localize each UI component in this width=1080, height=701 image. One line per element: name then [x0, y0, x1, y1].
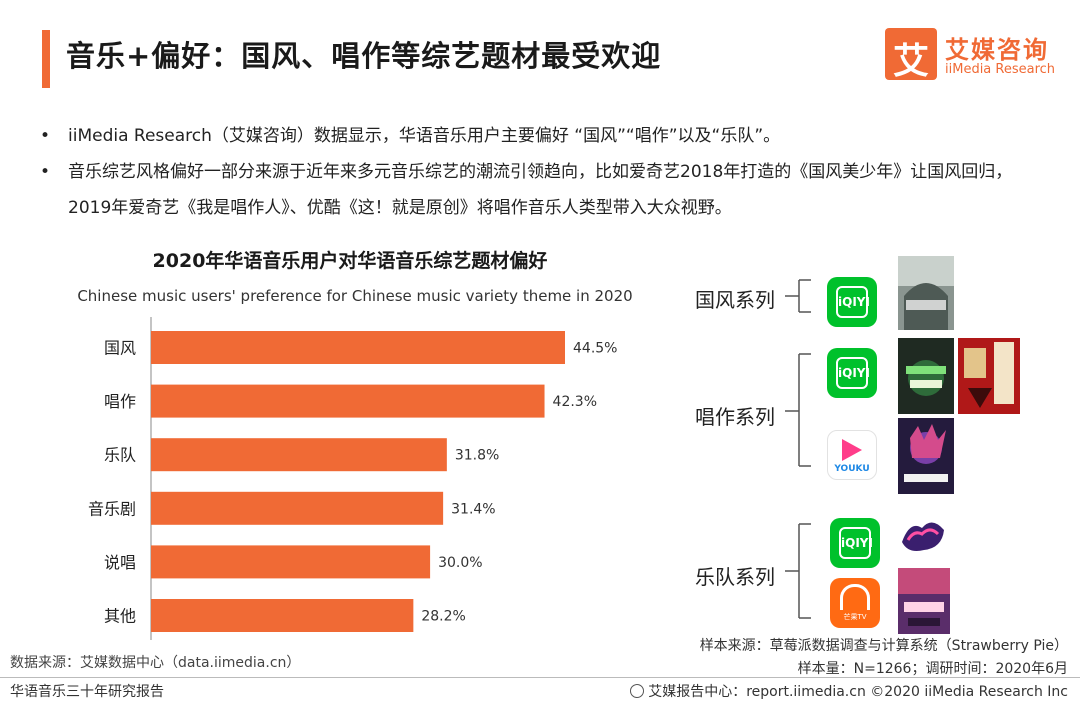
- logo-mark: 艾: [885, 28, 937, 82]
- category-label: 说唱: [104, 553, 136, 572]
- value-label: 28.2%: [421, 609, 465, 625]
- bullet-item: • iiMedia Research（艾媒咨询）数据显示，华语音乐用户主要偏好 “…: [40, 126, 781, 146]
- bar: [151, 491, 444, 525]
- bar: [151, 384, 545, 418]
- bullet-item: • 音乐综艺风格偏好一部分来源于近年来多元音乐综艺的潮流引领趋向，比如爱奇艺201…: [40, 162, 1013, 218]
- category-label: 乐队: [104, 446, 136, 465]
- iqiyi-icon: iQIYI: [827, 277, 877, 327]
- report-name: 华语音乐三十年研究报告: [10, 684, 164, 700]
- category-label: 音乐剧: [88, 499, 136, 518]
- chart-title: 2020年华语音乐用户对华语音乐综艺题材偏好: [152, 250, 548, 272]
- poster-leduide-xiatian: [898, 568, 950, 634]
- logo-en-text: iiMedia Research: [945, 62, 1056, 77]
- poster-guofeng-meishaonian: [898, 256, 954, 330]
- group-label-guofeng: 国风系列: [695, 288, 775, 312]
- bullet-text: 音乐综艺风格偏好一部分来源于近年来多元音乐综艺的潮流引领趋向，比如爱奇艺2018…: [68, 162, 1013, 218]
- category-label: 唱作: [104, 392, 136, 411]
- footer-divider: [0, 677, 1080, 678]
- category-label: 其他: [104, 607, 136, 626]
- title-accent-bar: [42, 30, 50, 88]
- poster-woshi-changzuoren: [898, 338, 954, 414]
- bar-chart: 国风 44.5% 唱作 42.3% 乐队 31.8% 音乐剧 31.4% 说唱 30.0% 其他 28…: [88, 317, 617, 640]
- chart-subtitle: Chinese music users' preference for Chin…: [77, 287, 633, 305]
- iqiyi-icon: iQIYI: [830, 518, 880, 568]
- bar: [151, 331, 565, 364]
- value-label: 44.5%: [573, 341, 617, 357]
- value-label: 31.4%: [451, 501, 495, 517]
- poster-leduide-xiatian-logo: [898, 512, 948, 560]
- youku-icon: YOUKU: [827, 430, 877, 480]
- group-label-changzuo: 唱作系列: [695, 405, 775, 429]
- bar: [151, 438, 447, 472]
- bullet-list: • iiMedia Research（艾媒咨询）数据显示，华语音乐用户主要偏好 “…: [36, 118, 1046, 226]
- poster-changzuo-red: [958, 338, 1020, 414]
- iimedia-logo: 艾 艾媒咨询 iiMedia Research: [885, 28, 1065, 84]
- group-label-yuedui: 乐队系列: [695, 565, 775, 589]
- tree-brackets: [785, 279, 811, 619]
- bar: [151, 599, 414, 632]
- globe-icon: [630, 684, 645, 698]
- iqiyi-icon: iQIYI: [827, 348, 877, 398]
- value-label: 30.0%: [438, 555, 482, 571]
- footer-copyright: 艾媒报告中心：report.iimedia.cn ©2020 iiMedia R…: [630, 681, 1068, 701]
- footer-copyright-text: 艾媒报告中心：report.iimedia.cn ©2020 iiMedia R…: [648, 684, 1068, 700]
- sample-size: 样本量：N=1266；调研时间：2020年6月: [797, 661, 1068, 677]
- logo-cn-text: 艾媒咨询: [945, 36, 1049, 64]
- mgtv-icon: 芒果TV: [830, 578, 880, 628]
- value-label: 42.3%: [553, 394, 597, 410]
- value-label: 31.8%: [455, 448, 499, 464]
- sample-source: 样本来源：草莓派数据调查与计算系统（Strawberry Pie）: [699, 638, 1068, 654]
- poster-zhe-jiushi-yuanchuang: [898, 418, 954, 494]
- bullet-text: iiMedia Research（艾媒咨询）数据显示，华语音乐用户主要偏好 “国…: [68, 126, 781, 146]
- data-source: 数据来源：艾媒数据中心（data.iimedia.cn）: [10, 655, 301, 671]
- bar: [151, 545, 431, 579]
- page-title: 音乐+偏好：国风、唱作等综艺题材最受欢迎: [66, 39, 662, 73]
- category-label: 国风: [104, 339, 136, 358]
- logo-char: 艾: [892, 41, 929, 82]
